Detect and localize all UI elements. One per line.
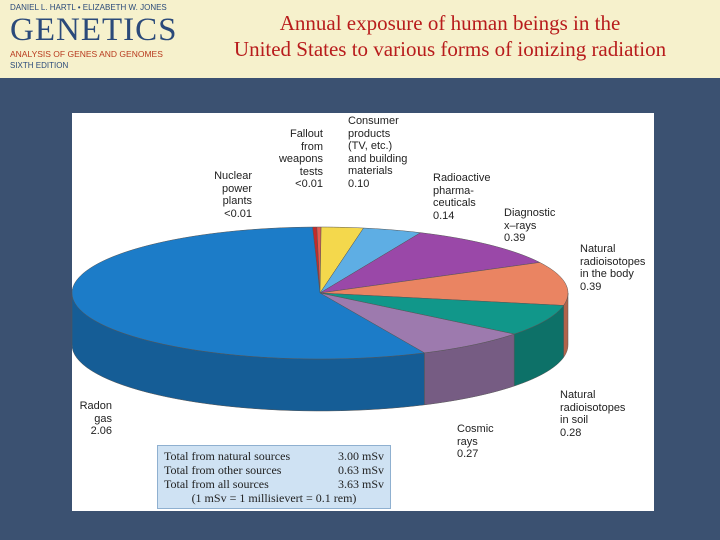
category-name: Radioactive pharma- ceuticals xyxy=(433,172,491,209)
slice-label: Cosmic rays 0.27 xyxy=(457,423,494,461)
summary-label: Total from other sources xyxy=(164,463,282,477)
value-label: 0.28 xyxy=(560,426,582,439)
category-name: Radon gas xyxy=(79,400,112,425)
summary-value: 0.63 mSv xyxy=(337,463,384,477)
category-name: Natural radioisotopes in soil xyxy=(560,389,626,426)
value-label: 0.27 xyxy=(457,448,479,460)
slice-label: Nuclear power plants <0.01 xyxy=(200,170,252,220)
book-subtitle: ANALYSIS OF GENES AND GENOMES xyxy=(10,49,163,59)
value-label: <0.01 xyxy=(295,178,323,190)
value-label: 0.14 xyxy=(433,209,455,222)
category-name: Diagnostic x–rays xyxy=(504,207,556,232)
header: DANIEL L. HARTL • ELIZABETH W. JONES GEN… xyxy=(0,0,720,78)
category-name: Cosmic rays xyxy=(457,423,494,448)
value-label: 0.39 xyxy=(504,232,526,244)
pie-slice xyxy=(319,292,516,354)
pie-slice xyxy=(71,226,426,360)
category-name: Natural radioisotopes in the body xyxy=(580,243,646,280)
pie-slice xyxy=(319,227,422,294)
pie-slice xyxy=(319,262,569,306)
category-name: Fallout from weapons tests xyxy=(278,128,323,178)
edition: SIXTH EDITION xyxy=(10,61,69,70)
slice-label: Fallout from weapons tests <0.01 xyxy=(268,128,323,191)
summary-box: Total from natural sources 3.00 mSv Total … xyxy=(157,445,391,509)
summary-row: Total from all sources 3.63 mSv xyxy=(158,477,390,491)
summary-note: (1 mSv = 1 millisievert = 0.1 rem) xyxy=(191,491,357,505)
slice-label: Diagnostic x–rays 0.39 xyxy=(504,207,555,245)
pie-slice xyxy=(319,292,565,335)
value-label: <0.01 xyxy=(224,207,252,220)
slice-label: Radon gas 2.06 xyxy=(72,400,112,438)
value-label: 2.06 xyxy=(90,425,112,437)
slide-title: Annual exposure of human beings in the U… xyxy=(233,11,667,61)
slice-label: Natural radioisotopes in soil 0.28 xyxy=(560,389,625,439)
category-name: Consumer products (TV, etc.) and buildin… xyxy=(348,115,408,177)
value-label: 0.39 xyxy=(580,280,602,293)
summary-value: 3.63 mSv xyxy=(337,477,384,491)
value-label: 0.10 xyxy=(348,177,370,190)
summary-row: Total from other sources 0.63 mSv xyxy=(158,463,390,477)
pie-slice xyxy=(319,232,541,294)
slice-label: Radioactive pharma- ceuticals 0.14 xyxy=(433,172,490,222)
summary-label: Total from natural sources xyxy=(164,449,291,463)
summary-value: 3.00 mSv xyxy=(337,449,384,463)
slice-label: Natural radioisotopes in the body 0.39 xyxy=(580,243,645,293)
summary-row: Total from natural sources 3.00 mSv xyxy=(158,449,390,463)
slice-label: Consumer products (TV, etc.) and buildin… xyxy=(348,115,407,190)
category-name: Nuclear power plants xyxy=(214,170,252,207)
summary-label: Total from all sources xyxy=(164,477,269,491)
authors: DANIEL L. HARTL • ELIZABETH W. JONES xyxy=(10,3,167,12)
book-title: GENETICS xyxy=(10,12,178,48)
